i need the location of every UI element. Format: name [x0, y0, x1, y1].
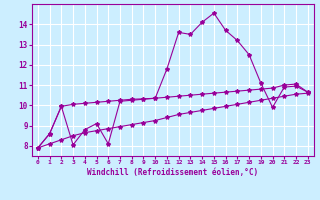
X-axis label: Windchill (Refroidissement éolien,°C): Windchill (Refroidissement éolien,°C) — [87, 168, 258, 177]
